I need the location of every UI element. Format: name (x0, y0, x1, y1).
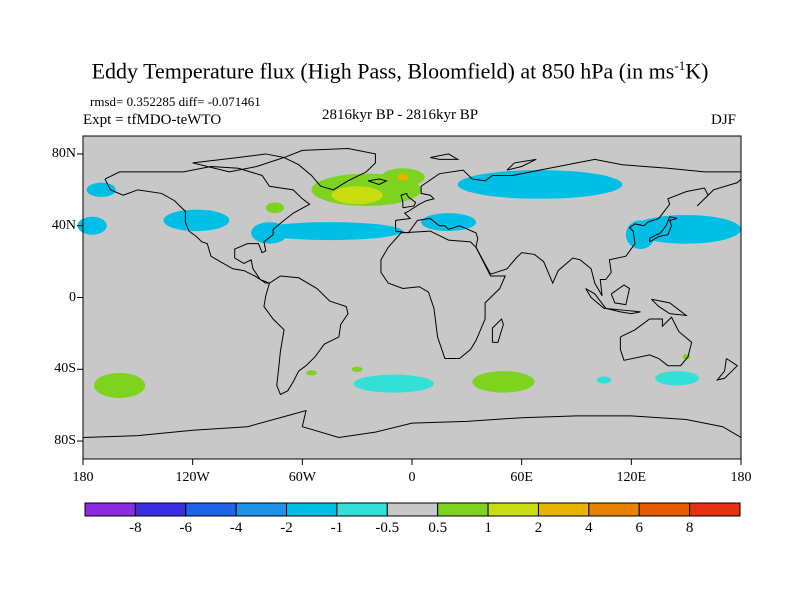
period-label: 2816kyr BP - 2816kyr BP (322, 107, 479, 123)
y-tick-label: 40N (51, 217, 76, 233)
coast-africa (380, 230, 506, 360)
axis-tick-marks (77, 153, 742, 465)
colorbar-label: -6 (179, 520, 193, 536)
colorbar-label: -1 (330, 520, 344, 536)
colorbar-label: -4 (229, 520, 243, 536)
anomaly-eurasia-north-negative (457, 170, 623, 199)
coast-australia (619, 316, 693, 367)
y-tick-label: 80S (54, 433, 76, 449)
colorbar-box (84, 502, 136, 517)
coast-borneo (610, 284, 631, 306)
anomaly-norwegian-sea-core (397, 173, 409, 181)
coast-japan (649, 216, 678, 243)
anomaly-south-atlantic-negative (353, 374, 434, 393)
colorbar-label: 4 (585, 520, 593, 536)
colorbar-label: 0.5 (428, 520, 448, 536)
colorbar-box (235, 502, 288, 517)
coast-arctic-islands (192, 153, 287, 173)
colorbar-box (588, 502, 640, 517)
x-tick-label: 60W (288, 470, 316, 485)
y-tick-label: 80N (51, 145, 76, 161)
season-label: DJF (711, 112, 737, 128)
anomaly-west-atlantic-negative (251, 222, 288, 244)
anomaly-north-atlantic-core (331, 186, 383, 205)
colorbar-box (286, 502, 338, 517)
anomaly-north-pacific-west-negative (77, 216, 107, 235)
coast-indonesia (585, 288, 641, 315)
colorbar-label: 8 (685, 520, 694, 536)
coast-south-america (263, 275, 349, 396)
anomaly-small-positive-atlantic (351, 366, 363, 372)
y-tick-label: 40S (54, 361, 76, 377)
coast-iceland (367, 178, 388, 185)
anomaly-indian-ocean-positive (472, 371, 535, 393)
anomaly-labrador-positive (265, 202, 285, 214)
coast-antarctica (82, 409, 742, 438)
anomaly-east-asia-inner-negative (625, 220, 656, 250)
anomaly-australia-south-negative (655, 371, 699, 386)
anomaly-southern-ocean-small-negative (596, 376, 612, 384)
x-tick-label: 120E (616, 470, 647, 485)
anomaly-atlantic-midlat-negative (256, 222, 403, 241)
colorbar-box (638, 502, 691, 517)
anomaly-europe-negative (421, 213, 476, 232)
x-tick-label: 0 (408, 470, 416, 485)
x-tick-label: 60E (510, 470, 533, 485)
x-tick-label: 180 (72, 470, 94, 485)
anomaly-north-america-negative (163, 209, 230, 232)
title-main: Eddy Temperature flux (High Pass, Bloomf… (91, 58, 675, 84)
colorbar-label: -8 (129, 520, 142, 536)
title-end: K) (685, 58, 709, 84)
y-tick-label: 0 (69, 289, 76, 305)
coast-novaya-zemlya (506, 158, 537, 171)
coast-north-america (104, 166, 311, 284)
colorbar-box (487, 502, 539, 517)
anomaly-layer (77, 168, 742, 398)
colorbar-label: 1 (484, 520, 492, 536)
stats-label: rmsd= 0.352285 diff= -0.071461 (90, 94, 261, 109)
colorbar (84, 502, 741, 517)
experiment-label: Expt = tfMDO-teWTO (83, 112, 222, 128)
coastlines (82, 148, 742, 438)
colorbar-box (336, 502, 388, 517)
colorbar-box (134, 502, 187, 517)
anomaly-small-positive-pacific (305, 370, 317, 376)
coast-eurasia (395, 158, 742, 296)
anomaly-south-pacific-positive (93, 372, 146, 398)
coast-svalbard (430, 153, 460, 160)
colorbar-label: 6 (635, 520, 643, 536)
coast-madagascar (491, 318, 504, 343)
x-tick-label: 120W (175, 470, 210, 485)
coast-new-guinea (651, 298, 688, 317)
coast-new-zealand (715, 358, 739, 381)
colorbar-box (386, 502, 439, 517)
colorbar-box (689, 502, 741, 517)
coast-greenland (283, 148, 376, 191)
plot-title: Eddy Temperature flux (High Pass, Bloomf… (0, 58, 800, 84)
colorbar-label: -2 (280, 520, 293, 536)
coast-uk (400, 192, 417, 209)
colorbar-box (537, 502, 590, 517)
colorbar-label: 2 (534, 520, 543, 536)
x-tick-label: 180 (730, 470, 752, 485)
colorbar-label: -0.5 (375, 520, 400, 536)
title-sup: -1 (674, 58, 686, 73)
colorbar-box (185, 502, 237, 517)
colorbar-box (437, 502, 489, 517)
